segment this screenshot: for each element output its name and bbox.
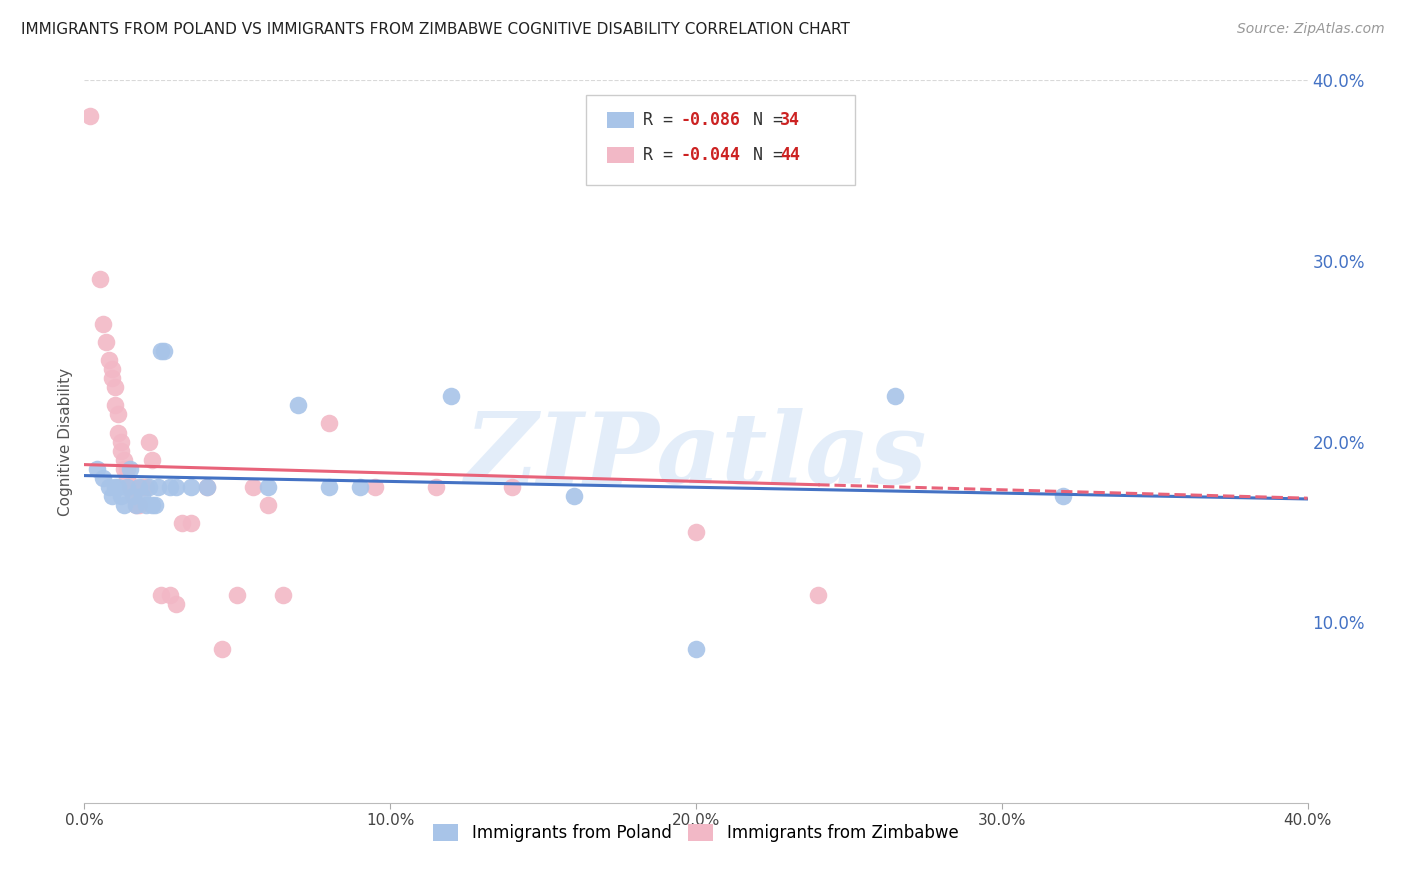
Point: [135, 498, 157, 512]
Text: Source: ZipAtlas.com: Source: ZipAtlas.com: [1237, 22, 1385, 37]
Point: [131, 480, 153, 494]
Point: [180, 516, 202, 530]
Point: [107, 480, 129, 494]
Point: [257, 498, 280, 512]
Text: -0.044: -0.044: [681, 145, 740, 164]
Point: [287, 398, 309, 412]
Point: [195, 480, 218, 494]
Point: [101, 362, 124, 376]
Point: [112, 498, 135, 512]
Point: [120, 461, 142, 475]
Point: [97, 480, 120, 494]
Point: [165, 480, 187, 494]
Point: [110, 489, 132, 503]
Point: [146, 480, 169, 494]
Point: [79, 109, 101, 123]
Point: [138, 434, 160, 449]
Point: [502, 480, 524, 494]
Point: [115, 471, 138, 485]
Point: [128, 480, 150, 494]
Point: [141, 498, 163, 512]
Text: -0.086: -0.086: [681, 111, 740, 129]
Point: [141, 452, 163, 467]
Point: [165, 597, 187, 611]
Point: [125, 498, 148, 512]
Point: [562, 489, 585, 503]
Point: [138, 480, 160, 494]
FancyBboxPatch shape: [586, 95, 855, 185]
Point: [104, 480, 127, 494]
Point: [318, 480, 340, 494]
Point: [149, 344, 172, 359]
Point: [122, 489, 145, 503]
Text: N =: N =: [733, 111, 793, 129]
Point: [226, 588, 249, 602]
Text: R =: R =: [644, 111, 683, 129]
Text: N =: N =: [733, 145, 793, 164]
Point: [364, 480, 387, 494]
Point: [112, 452, 135, 467]
Legend: Immigrants from Poland, Immigrants from Zimbabwe: Immigrants from Poland, Immigrants from …: [427, 817, 965, 848]
Point: [318, 417, 340, 431]
Point: [101, 489, 124, 503]
Point: [97, 353, 120, 368]
Text: R =: R =: [644, 145, 683, 164]
Point: [110, 434, 132, 449]
Point: [120, 480, 142, 494]
Point: [440, 389, 463, 403]
Point: [211, 642, 233, 657]
Point: [115, 461, 138, 475]
Point: [89, 272, 111, 286]
Text: IMMIGRANTS FROM POLAND VS IMMIGRANTS FROM ZIMBABWE COGNITIVE DISABILITY CORRELAT: IMMIGRANTS FROM POLAND VS IMMIGRANTS FRO…: [21, 22, 851, 37]
Point: [153, 344, 176, 359]
Point: [135, 480, 157, 494]
FancyBboxPatch shape: [606, 147, 634, 162]
Point: [101, 371, 124, 385]
Point: [685, 524, 707, 539]
Point: [172, 516, 194, 530]
Point: [107, 425, 129, 440]
Point: [94, 335, 117, 350]
Point: [120, 480, 142, 494]
Point: [122, 489, 145, 503]
Point: [125, 498, 148, 512]
Point: [159, 588, 181, 602]
Point: [807, 588, 830, 602]
Point: [110, 443, 132, 458]
Point: [195, 480, 218, 494]
Point: [1052, 489, 1074, 503]
Point: [112, 461, 135, 475]
Point: [685, 642, 707, 657]
Point: [883, 389, 905, 403]
Point: [159, 480, 181, 494]
Text: 44: 44: [780, 145, 800, 164]
Point: [122, 480, 145, 494]
Point: [271, 588, 294, 602]
Text: ZIPatlas: ZIPatlas: [465, 408, 927, 504]
Point: [91, 317, 114, 331]
Point: [143, 498, 166, 512]
Point: [128, 498, 150, 512]
Point: [349, 480, 371, 494]
Point: [131, 489, 153, 503]
Point: [104, 380, 127, 394]
Text: 34: 34: [780, 111, 800, 129]
Point: [86, 461, 108, 475]
Point: [115, 480, 138, 494]
Point: [425, 480, 447, 494]
Point: [149, 588, 172, 602]
Y-axis label: Cognitive Disability: Cognitive Disability: [58, 368, 73, 516]
FancyBboxPatch shape: [606, 112, 634, 128]
Point: [91, 471, 114, 485]
Point: [104, 398, 127, 412]
Point: [257, 480, 280, 494]
Point: [180, 480, 202, 494]
Point: [242, 480, 264, 494]
Point: [107, 408, 129, 422]
